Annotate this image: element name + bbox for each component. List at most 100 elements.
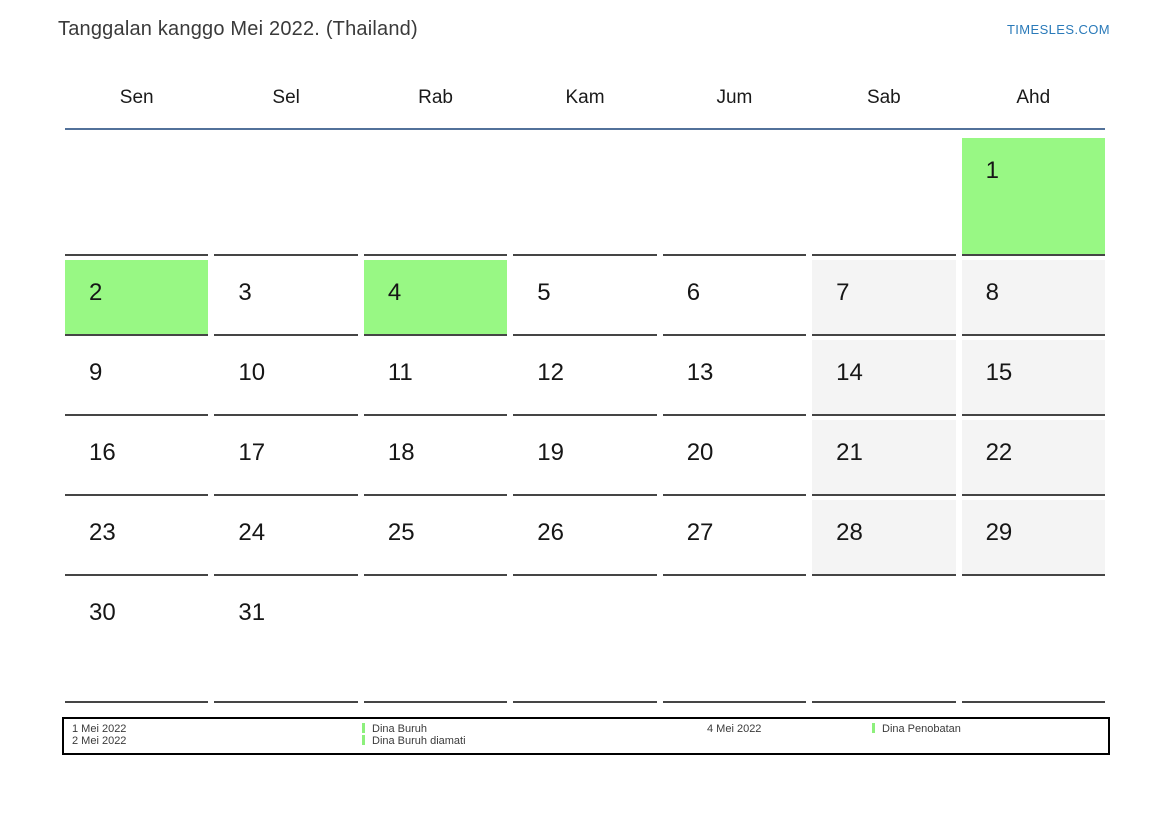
empty-cell bbox=[214, 138, 358, 256]
day-number: 3 bbox=[238, 279, 252, 306]
holiday-marker-icon bbox=[872, 723, 875, 733]
day-cell-10: 10 bbox=[214, 340, 358, 416]
empty-cell bbox=[65, 138, 209, 256]
day-cell-21: 21 bbox=[812, 420, 956, 496]
calendar-page: Tanggalan kanggo Mei 2022. (Thailand) TI… bbox=[58, 18, 1110, 755]
day-number: 20 bbox=[686, 439, 714, 466]
weekday-kam: Kam bbox=[565, 87, 605, 108]
legend-date: 2 Mei 2022 bbox=[72, 735, 127, 747]
weekday-rab: Rab bbox=[418, 87, 453, 108]
day-number: 16 bbox=[89, 439, 116, 466]
day-number: 22 bbox=[985, 439, 1013, 466]
day-number: 24 bbox=[238, 519, 266, 546]
day-number: 7 bbox=[836, 279, 850, 306]
day-number: 11 bbox=[387, 359, 413, 386]
day-cell-23: 23 bbox=[65, 500, 209, 576]
day-cell-20: 20 bbox=[662, 420, 807, 496]
day-cell-17: 17 bbox=[214, 420, 358, 496]
legend-label: Dina Penobatan bbox=[882, 723, 961, 735]
day-number: 29 bbox=[985, 519, 1013, 546]
legend-labels-group-1: Dina Buruh Dina Buruh diamati bbox=[362, 723, 707, 753]
day-number: 23 bbox=[89, 519, 116, 546]
legend-label: Dina Buruh bbox=[372, 723, 428, 735]
weekday-sen: Sen bbox=[119, 87, 154, 108]
weekday-jum: Jum bbox=[716, 87, 753, 108]
day-cell-15: 15 bbox=[961, 340, 1105, 416]
weekday-ahd: Ahd bbox=[1016, 87, 1051, 108]
empty-cell bbox=[662, 580, 807, 703]
day-number: 21 bbox=[836, 439, 863, 466]
legend-box: 1 Mei 2022 2 Mei 2022 Dina Buruh Dina Bu… bbox=[62, 717, 1110, 755]
calendar-grid: 1 2 3 4 5 6 7 8 9 10 11 12 13 14 15 16 17 18 19 20 21 22 23 24 2… bbox=[65, 138, 1105, 703]
day-number: 14 bbox=[836, 359, 863, 386]
day-number: 9 bbox=[89, 359, 103, 386]
legend-dates-group-2: 4 Mei 2022 bbox=[707, 723, 872, 753]
day-cell-13: 13 bbox=[662, 340, 807, 416]
day-cell-3: 3 bbox=[214, 260, 358, 336]
day-cell-29: 29 bbox=[961, 500, 1105, 576]
day-cell-22: 22 bbox=[961, 420, 1105, 496]
empty-cell bbox=[812, 138, 956, 256]
legend-labels-group-2: Dina Penobatan bbox=[872, 723, 1108, 753]
day-number: 31 bbox=[238, 599, 266, 626]
day-number: 18 bbox=[387, 439, 415, 466]
day-cell-28: 28 bbox=[812, 500, 956, 576]
day-cell-9: 9 bbox=[65, 340, 209, 416]
empty-cell bbox=[961, 580, 1105, 703]
day-number: 8 bbox=[985, 279, 999, 306]
day-cell-2: 2 bbox=[65, 260, 209, 336]
day-cell-26: 26 bbox=[513, 500, 657, 576]
day-number: 1 bbox=[985, 157, 999, 184]
day-cell-24: 24 bbox=[214, 500, 358, 576]
weekday-header-row: Sen Sel Rab Kam Jum Sab Ahd bbox=[65, 85, 1105, 130]
day-cell-18: 18 bbox=[363, 420, 508, 496]
empty-cell bbox=[513, 138, 657, 256]
legend-date: 4 Mei 2022 bbox=[707, 723, 762, 735]
day-number: 19 bbox=[537, 439, 564, 466]
weekday-sab: Sab bbox=[866, 87, 901, 108]
day-number: 4 bbox=[387, 279, 402, 306]
empty-cell bbox=[662, 138, 807, 256]
holiday-marker-icon bbox=[362, 735, 365, 745]
day-number: 25 bbox=[387, 519, 415, 546]
day-number: 10 bbox=[238, 359, 266, 386]
topbar: Tanggalan kanggo Mei 2022. (Thailand) TI… bbox=[58, 18, 1110, 46]
holiday-marker-icon bbox=[362, 723, 365, 733]
empty-cell bbox=[363, 138, 508, 256]
day-number: 27 bbox=[686, 519, 714, 546]
day-number: 6 bbox=[686, 279, 701, 306]
day-cell-4: 4 bbox=[363, 260, 508, 336]
day-number: 13 bbox=[686, 359, 714, 386]
day-cell-30: 30 bbox=[65, 580, 209, 703]
day-cell-25: 25 bbox=[363, 500, 508, 576]
day-cell-16: 16 bbox=[65, 420, 209, 496]
legend-dates-group-1: 1 Mei 2022 2 Mei 2022 bbox=[72, 723, 362, 753]
empty-cell bbox=[363, 580, 508, 703]
day-number: 30 bbox=[89, 599, 116, 626]
day-cell-12: 12 bbox=[513, 340, 657, 416]
day-cell-14: 14 bbox=[812, 340, 956, 416]
day-cell-7: 7 bbox=[812, 260, 956, 336]
day-cell-6: 6 bbox=[662, 260, 807, 336]
legend-label: Dina Buruh diamati bbox=[372, 735, 466, 747]
day-cell-31: 31 bbox=[214, 580, 358, 703]
day-number: 28 bbox=[836, 519, 863, 546]
day-number: 2 bbox=[89, 279, 103, 306]
legend-entry: Dina Buruh bbox=[362, 723, 707, 735]
day-number: 17 bbox=[238, 439, 266, 466]
day-number: 15 bbox=[985, 359, 1013, 386]
day-cell-1: 1 bbox=[961, 138, 1105, 256]
day-number: 26 bbox=[537, 519, 564, 546]
day-cell-27: 27 bbox=[662, 500, 807, 576]
legend-entry: Dina Penobatan bbox=[872, 723, 1108, 735]
day-cell-5: 5 bbox=[513, 260, 657, 336]
empty-cell bbox=[513, 580, 657, 703]
day-cell-11: 11 bbox=[363, 340, 508, 416]
day-number: 12 bbox=[537, 359, 564, 386]
weekday-sel: Sel bbox=[272, 87, 300, 108]
day-cell-19: 19 bbox=[513, 420, 657, 496]
site-link[interactable]: TIMESLES.COM bbox=[1006, 22, 1110, 37]
day-cell-8: 8 bbox=[961, 260, 1105, 336]
empty-cell bbox=[812, 580, 956, 703]
legend-date: 1 Mei 2022 bbox=[72, 723, 127, 735]
